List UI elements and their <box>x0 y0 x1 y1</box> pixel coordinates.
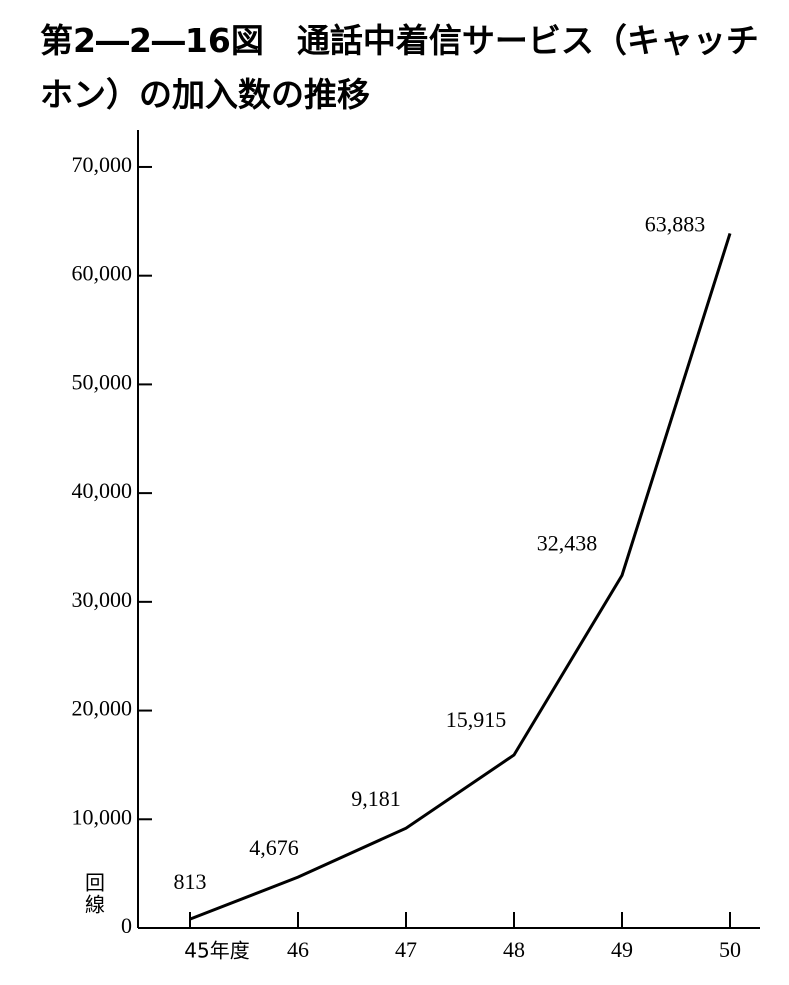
y-tick-label: 50,000 <box>72 369 133 394</box>
y-tick-label: 10,000 <box>72 804 133 829</box>
x-tick-label: 46 <box>287 937 309 962</box>
data-label: 32,438 <box>537 530 598 555</box>
line <box>189 233 732 921</box>
y-tick-label: 60,000 <box>72 261 133 286</box>
y-axis-label: 回線 <box>82 872 106 916</box>
y-tick-label: 0 <box>121 913 132 938</box>
data-label: 9,181 <box>351 786 401 811</box>
y-tick-label: 70,000 <box>72 152 133 177</box>
x-tick-label: 48 <box>503 937 525 962</box>
data-label: 813 <box>174 869 207 894</box>
x-tick-label: 45年度 <box>184 939 249 963</box>
data-label: 63,883 <box>645 212 706 237</box>
y-tick-label: 30,000 <box>72 587 133 612</box>
x-tick-label: 47 <box>395 937 417 962</box>
x-tick-label: 49 <box>611 937 633 962</box>
chart-title: 第2―2―16図 通話中着信サービス（キャッチホン）の加入数の推移 <box>40 21 759 114</box>
x-tick-label: 50 <box>719 937 741 962</box>
data-label: 15,915 <box>446 707 507 732</box>
y-tick-label: 20,000 <box>72 696 133 721</box>
y-tick-label: 40,000 <box>72 478 133 503</box>
data-label: 4,676 <box>249 835 299 860</box>
